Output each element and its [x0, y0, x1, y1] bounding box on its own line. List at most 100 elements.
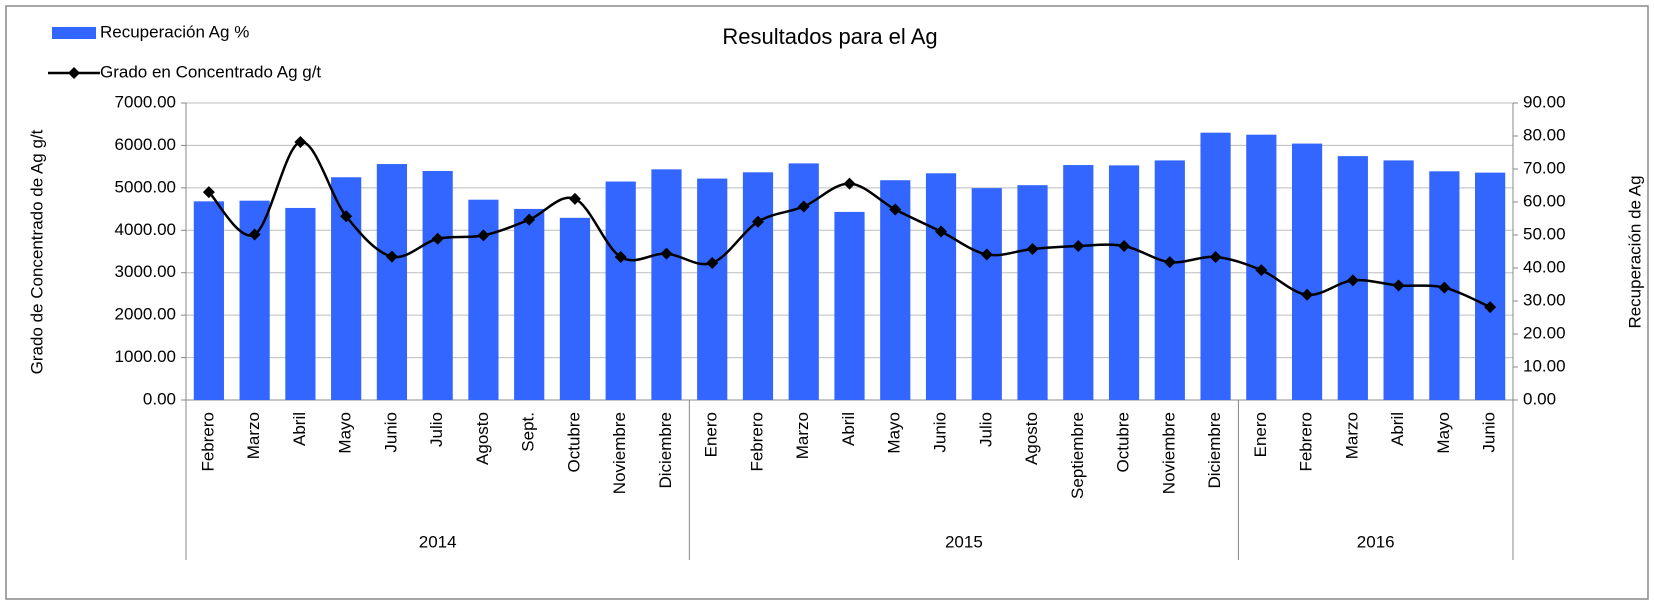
line-marker — [1209, 251, 1222, 264]
x-tick-label: Enero — [1251, 412, 1270, 457]
line-marker — [797, 200, 810, 213]
line-marker — [843, 177, 856, 190]
bar — [1017, 185, 1048, 400]
legend-swatch — [52, 27, 96, 39]
x-tick-label: Junio — [931, 412, 950, 453]
line-marker — [340, 210, 353, 223]
y2-tick-label: 30.00 — [1523, 290, 1566, 309]
line-marker — [568, 192, 581, 205]
line-marker — [523, 213, 536, 226]
bar — [1108, 165, 1140, 400]
line-marker — [385, 250, 398, 263]
line-marker — [1026, 242, 1039, 255]
bar — [514, 208, 545, 400]
line-marker — [1438, 281, 1451, 294]
x-tick-label: Febrero — [747, 412, 766, 472]
x-tick-label: Septiembre — [1068, 412, 1087, 499]
line-marker — [614, 251, 627, 264]
bar — [742, 172, 774, 400]
y-tick-label: 6000.00 — [115, 135, 176, 154]
bar — [651, 169, 682, 400]
x-tick-label: Junio — [381, 412, 400, 453]
legend-swatch — [68, 67, 80, 79]
group-label: 2014 — [419, 532, 457, 551]
y-tick-label: 0.00 — [143, 389, 176, 408]
bar — [880, 180, 911, 400]
x-tick-label: Julio — [976, 412, 995, 447]
chart-border — [5, 5, 1649, 600]
line-marker — [431, 232, 444, 245]
bar — [1200, 132, 1231, 400]
x-tick-label: Noviembre — [610, 412, 629, 494]
legend-label: Recuperación Ag % — [100, 22, 249, 41]
x-tick-label: Mayo — [1434, 412, 1453, 454]
line-marker — [1255, 264, 1268, 277]
y2-tick-label: 70.00 — [1523, 158, 1566, 177]
line-marker — [935, 225, 948, 238]
bar — [834, 211, 865, 400]
bar — [559, 217, 591, 400]
x-tick-label: Diciembre — [656, 412, 675, 489]
line-marker — [202, 186, 215, 199]
x-tick-label: Febrero — [1297, 412, 1316, 472]
x-tick-label: Mayo — [885, 412, 904, 454]
x-tick-label: Diciembre — [1205, 412, 1224, 489]
group-label: 2016 — [1357, 532, 1395, 551]
x-tick-label: Abril — [1388, 412, 1407, 446]
line-marker — [1346, 274, 1359, 287]
x-tick-label: Abril — [839, 412, 858, 446]
x-tick-label: Sept. — [519, 412, 538, 452]
x-tick-label: Mayo — [336, 412, 355, 454]
x-tick-label: Agosto — [1022, 412, 1041, 465]
line-marker — [1118, 239, 1131, 252]
y2-tick-label: 40.00 — [1523, 257, 1566, 276]
group-label: 2015 — [945, 532, 983, 551]
bar — [376, 164, 408, 400]
bar — [1291, 143, 1323, 400]
line-marker — [1072, 239, 1085, 252]
line-marker — [1392, 279, 1405, 292]
line-marker — [477, 229, 490, 242]
bar — [925, 173, 957, 400]
x-tick-label: Marzo — [793, 412, 812, 459]
y2-tick-label: 50.00 — [1523, 224, 1566, 243]
bar — [788, 163, 819, 400]
y-tick-label: 7000.00 — [115, 92, 176, 111]
bar — [1154, 160, 1185, 400]
bar — [697, 178, 728, 400]
x-tick-label: Marzo — [244, 412, 263, 459]
y2-tick-label: 60.00 — [1523, 191, 1566, 210]
line-marker — [1163, 256, 1176, 269]
bar — [1475, 172, 1506, 400]
y-tick-label: 1000.00 — [115, 347, 176, 366]
x-tick-label: Enero — [702, 412, 721, 457]
y-tick-label: 5000.00 — [115, 177, 176, 196]
x-tick-label: Noviembre — [1159, 412, 1178, 494]
y2-tick-label: 0.00 — [1523, 389, 1556, 408]
line-marker — [889, 203, 902, 216]
line-marker — [706, 256, 719, 269]
bar — [605, 181, 636, 400]
line-marker — [294, 136, 307, 149]
y-tick-label: 2000.00 — [115, 305, 176, 324]
y2-tick-label: 20.00 — [1523, 323, 1566, 342]
y2-tick-label: 10.00 — [1523, 356, 1566, 375]
x-tick-label: Julio — [427, 412, 446, 447]
x-tick-label: Marzo — [1342, 412, 1361, 459]
bar — [193, 201, 224, 400]
line-marker — [980, 248, 993, 261]
chart-title: Resultados para el Ag — [722, 24, 937, 49]
y-axis-title: Grado de Concentrado de Ag g/t — [27, 129, 46, 374]
x-tick-label: Abril — [290, 412, 309, 446]
bar — [1063, 165, 1094, 400]
line-marker — [751, 215, 764, 228]
line-marker — [1301, 288, 1314, 301]
y2-tick-label: 80.00 — [1523, 125, 1566, 144]
x-tick-label: Octubre — [1114, 412, 1133, 472]
y2-axis-title: Recuperación de Ag — [1625, 175, 1644, 328]
line-marker — [660, 247, 673, 260]
line-marker — [1484, 301, 1497, 314]
bar — [285, 207, 316, 400]
x-tick-label: Junio — [1480, 412, 1499, 453]
